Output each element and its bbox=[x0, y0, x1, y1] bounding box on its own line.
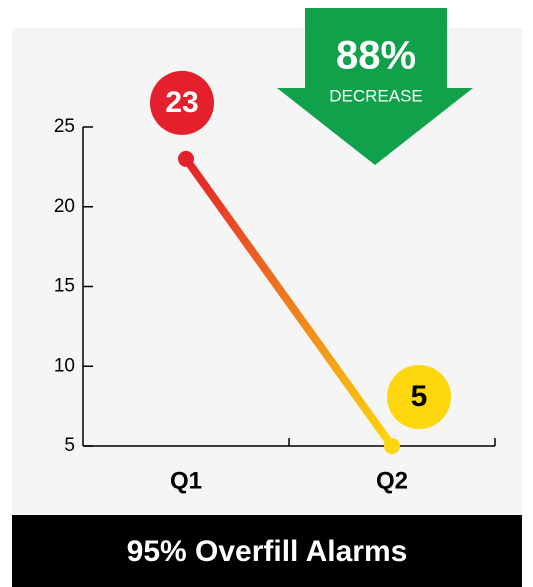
y-tick-label: 15 bbox=[54, 276, 75, 297]
title-bar bbox=[12, 515, 522, 587]
data-label: 5 bbox=[411, 380, 428, 413]
y-tick-label: 20 bbox=[54, 196, 75, 217]
y-tick-label: 25 bbox=[54, 116, 75, 137]
point bbox=[178, 150, 194, 167]
y-tick-label: 10 bbox=[54, 355, 75, 376]
annotation-value: 88% bbox=[336, 34, 416, 78]
x-tick-label: Q1 bbox=[170, 467, 202, 494]
value-badge bbox=[387, 365, 451, 429]
arrow-shape bbox=[277, 8, 473, 165]
x-tick-label: Q2 bbox=[376, 467, 408, 494]
value-badge bbox=[150, 70, 214, 135]
line bbox=[182, 154, 396, 450]
decrease-arrow: 88% DECREASE bbox=[277, 8, 473, 165]
annotation-label: DECREASE bbox=[329, 86, 423, 105]
point bbox=[384, 438, 400, 454]
y-tick-label: 5 bbox=[64, 435, 75, 456]
chart-title: 95% Overfill Alarms bbox=[127, 535, 408, 568]
data-label: 23 bbox=[165, 86, 198, 119]
